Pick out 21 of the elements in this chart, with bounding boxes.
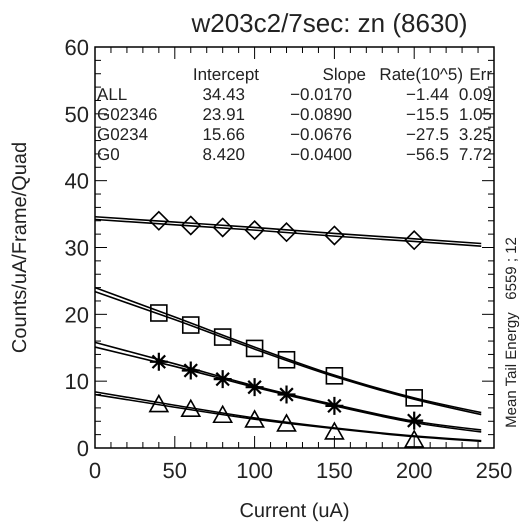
y-tick-label: 50: [64, 102, 89, 127]
x-tick-label: 200: [396, 458, 433, 483]
y-tick-label: 10: [64, 369, 89, 394]
x-tick-label: 50: [162, 458, 188, 483]
y2-axis-title: Mean Tail Energy 6559 ; 12: [503, 237, 520, 428]
y-tick-label: 40: [64, 168, 89, 194]
x-tick-label: 150: [316, 458, 353, 483]
x-tick-label: 250: [476, 458, 512, 483]
text: G02346 23.91 −0.0890 −15.5 1.05: [97, 105, 492, 124]
x-tick-label: 100: [236, 458, 273, 483]
text: Intercept Slope Rate(10^5) Err: [192, 65, 492, 84]
y-axis-title: Counts/uA/Frame/Quad: [9, 142, 31, 354]
y-tick-label: 60: [64, 35, 89, 60]
chart-title: w203c2/7sec: zn (8630): [190, 8, 468, 38]
x-axis-title: Current (uA): [239, 500, 350, 522]
y-tick-label: 0: [76, 436, 89, 461]
text: G0234 15.66 −0.0676 −27.5 3.25: [97, 125, 492, 144]
y-tick-label: 30: [64, 236, 89, 260]
text: G0 8.420 −0.0400 −56.5 7.72: [97, 145, 492, 164]
y-tick-label: 20: [64, 302, 89, 328]
text: ALL 34.43 −0.0170 −1.44 0.09: [97, 85, 492, 104]
